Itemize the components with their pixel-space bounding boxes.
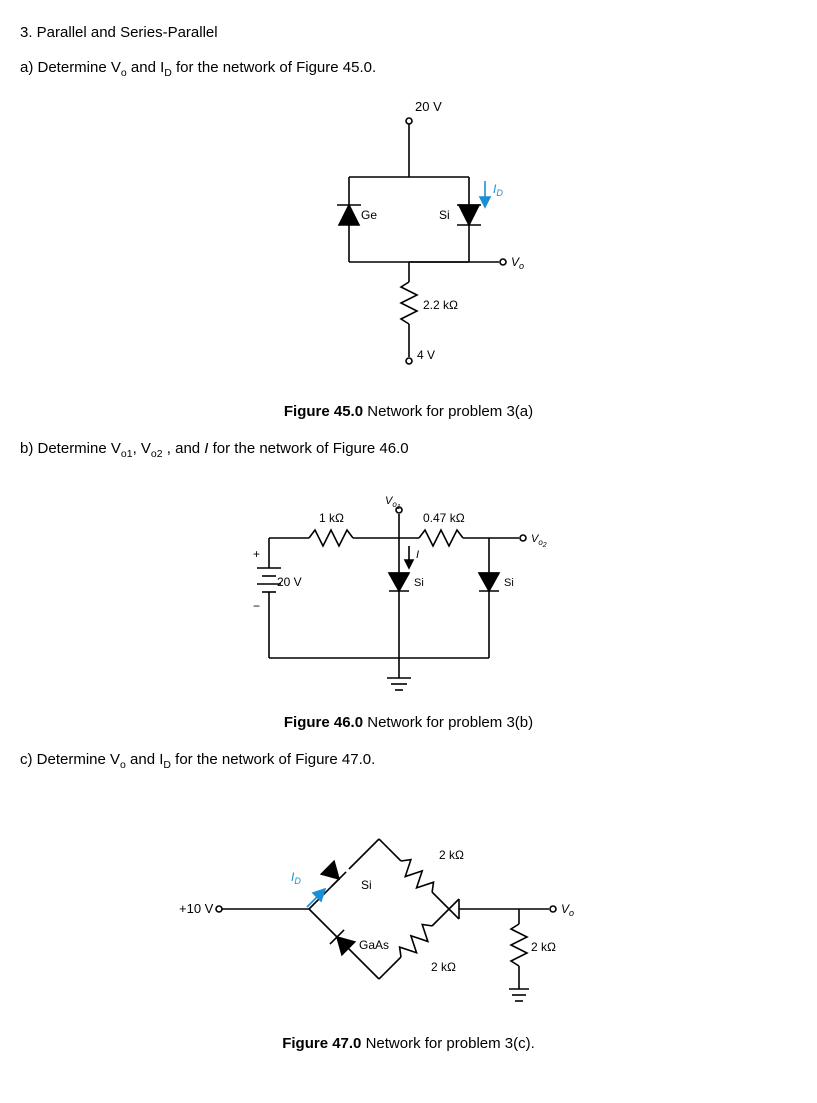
- label: Ge: [361, 208, 377, 222]
- label: 2.2 kΩ: [423, 298, 458, 312]
- svg-text:20 V: 20 V: [277, 575, 302, 589]
- svg-text:ID: ID: [493, 182, 503, 198]
- text: and I: [127, 59, 165, 76]
- caption-bold: Figure 46.0: [284, 714, 363, 731]
- svg-text:Si: Si: [414, 577, 424, 589]
- svg-text:Si: Si: [504, 577, 514, 589]
- text: b) Determine V: [20, 440, 121, 457]
- svg-text:ID: ID: [291, 870, 301, 886]
- subscript: o2: [151, 448, 163, 460]
- svg-text:I: I: [416, 549, 419, 561]
- svg-text:Vo: Vo: [511, 255, 524, 271]
- text: for the network of Figure 45.0.: [172, 59, 376, 76]
- svg-text:2 kΩ: 2 kΩ: [531, 940, 556, 954]
- svg-text:Vo: Vo: [561, 902, 574, 918]
- caption-text: Network for problem 3(c).: [361, 1035, 534, 1052]
- subscript: o1: [121, 448, 133, 460]
- text: c) Determine V: [20, 751, 120, 768]
- svg-text:Si: Si: [361, 878, 372, 892]
- subscript: D: [163, 759, 171, 771]
- label: Si: [439, 208, 450, 222]
- text: a) Determine V: [20, 59, 121, 76]
- svg-text:GaAs: GaAs: [359, 938, 389, 952]
- caption-text: Network for problem 3(a): [363, 403, 533, 420]
- text: , and: [163, 440, 205, 457]
- caption-text: Network for problem 3(b): [363, 714, 533, 731]
- figure-45: 20 V Ge Si ID Vo 2.2 kΩ 4 V Figure 45.0 …: [20, 97, 797, 420]
- text: and I: [126, 751, 164, 768]
- svg-text:+10 V: +10 V: [179, 901, 214, 916]
- svg-text:2 kΩ: 2 kΩ: [431, 960, 456, 974]
- figure-47-caption: Figure 47.0 Network for problem 3(c).: [20, 1035, 797, 1052]
- section-title: 3. Parallel and Series-Parallel: [20, 24, 797, 41]
- figure-46-caption: Figure 46.0 Network for problem 3(b): [20, 714, 797, 731]
- svg-text:−: −: [253, 599, 260, 613]
- figure-46: + − 20 V 1 kΩ 0.47 kΩ Vo1 Vo2 I Si Si Fi…: [20, 478, 797, 731]
- text: , V: [133, 440, 151, 457]
- figure-45-svg: 20 V Ge Si ID Vo 2.2 kΩ 4 V: [239, 97, 579, 397]
- label: 20 V: [415, 99, 442, 114]
- svg-text:+: +: [253, 547, 260, 561]
- label: 4 V: [417, 348, 435, 362]
- text: for the network of Figure 47.0.: [171, 751, 375, 768]
- figure-46-svg: + − 20 V 1 kΩ 0.47 kΩ Vo1 Vo2 I Si Si: [219, 478, 599, 708]
- svg-text:Vo2: Vo2: [531, 533, 547, 549]
- figure-45-caption: Figure 45.0 Network for problem 3(a): [20, 403, 797, 420]
- figure-47-svg: +10 V ID Si GaAs 2 kΩ 2 kΩ 2 kΩ Vo: [179, 789, 639, 1029]
- caption-bold: Figure 47.0: [282, 1035, 361, 1052]
- figure-47: +10 V ID Si GaAs 2 kΩ 2 kΩ 2 kΩ Vo Figur…: [20, 789, 797, 1052]
- svg-text:0.47 kΩ: 0.47 kΩ: [423, 511, 465, 525]
- svg-text:2 kΩ: 2 kΩ: [439, 848, 464, 862]
- text: for the network of Figure 46.0: [208, 440, 408, 457]
- svg-text:Vo1: Vo1: [385, 495, 401, 511]
- subscript: D: [164, 67, 172, 79]
- svg-text:1 kΩ: 1 kΩ: [319, 511, 344, 525]
- caption-bold: Figure 45.0: [284, 403, 363, 420]
- part-c-prompt: c) Determine Vo and ID for the network o…: [20, 751, 797, 771]
- part-b-prompt: b) Determine Vo1, Vo2 , and I for the ne…: [20, 440, 797, 460]
- part-a-prompt: a) Determine Vo and ID for the network o…: [20, 59, 797, 79]
